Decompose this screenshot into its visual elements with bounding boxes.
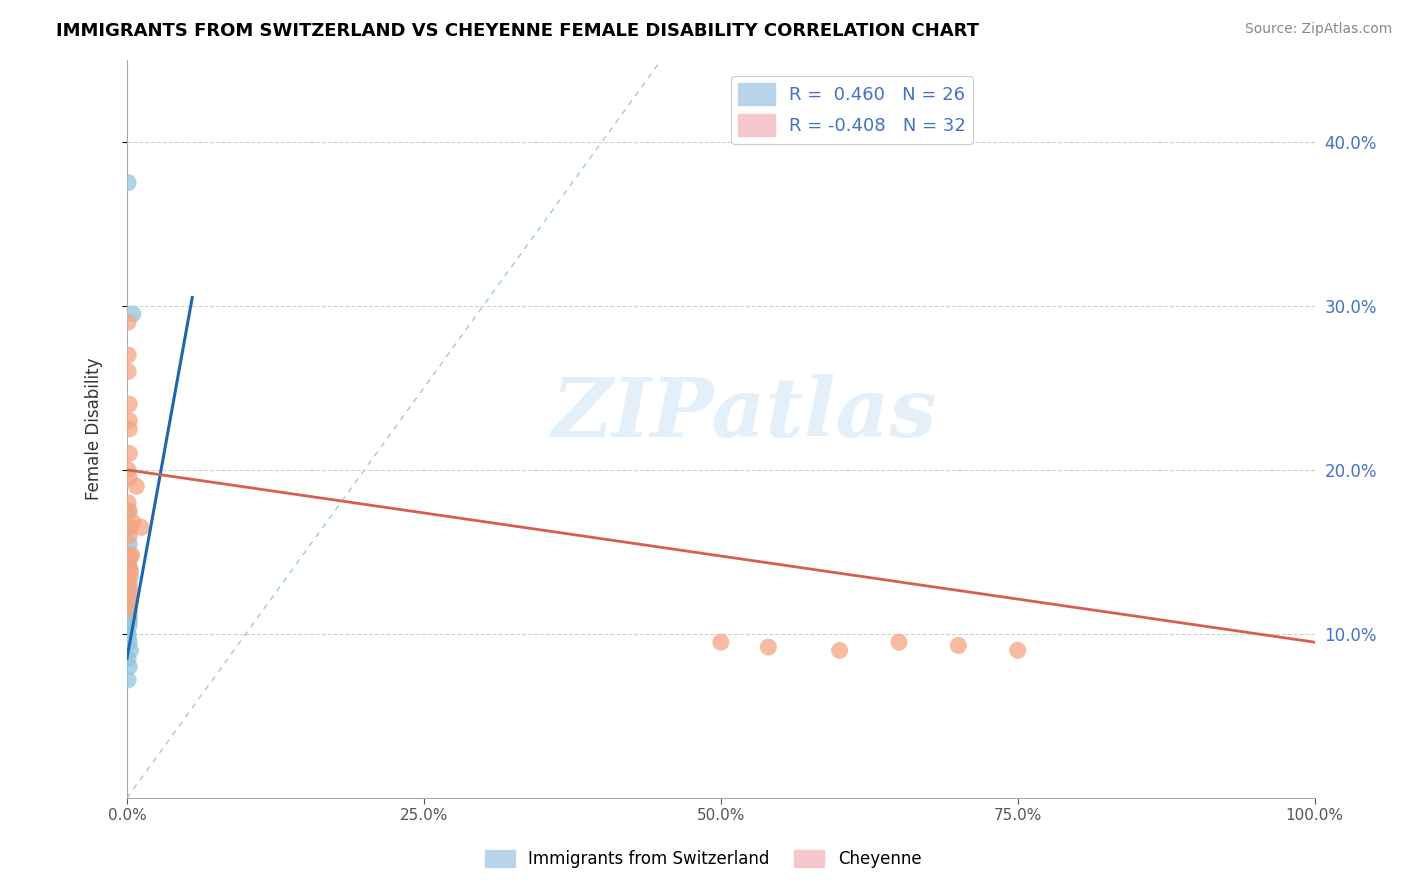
Point bbox=[117, 630, 139, 644]
Point bbox=[118, 614, 141, 628]
Point bbox=[120, 569, 142, 583]
Point bbox=[118, 537, 141, 551]
Point bbox=[117, 673, 139, 687]
Point bbox=[117, 606, 139, 620]
Point bbox=[118, 471, 141, 485]
Text: Source: ZipAtlas.com: Source: ZipAtlas.com bbox=[1244, 22, 1392, 37]
Text: IMMIGRANTS FROM SWITZERLAND VS CHEYENNE FEMALE DISABILITY CORRELATION CHART: IMMIGRANTS FROM SWITZERLAND VS CHEYENNE … bbox=[56, 22, 979, 40]
Point bbox=[117, 315, 139, 329]
Point bbox=[121, 586, 143, 600]
Point bbox=[828, 643, 851, 657]
Point bbox=[118, 635, 141, 649]
Text: ZIPatlas: ZIPatlas bbox=[551, 374, 938, 454]
Point bbox=[129, 520, 152, 534]
Point bbox=[118, 504, 141, 518]
Point bbox=[756, 640, 779, 654]
Point bbox=[117, 557, 139, 571]
Point bbox=[118, 422, 141, 436]
Point bbox=[118, 414, 141, 428]
Point bbox=[117, 496, 139, 510]
Point bbox=[118, 586, 141, 600]
Point bbox=[118, 607, 141, 622]
Point bbox=[118, 446, 141, 460]
Point bbox=[121, 516, 143, 530]
Point bbox=[117, 594, 139, 608]
Point bbox=[117, 627, 139, 641]
Point bbox=[117, 651, 139, 665]
Point bbox=[120, 565, 142, 579]
Point bbox=[117, 364, 139, 378]
Point bbox=[887, 635, 910, 649]
Point bbox=[117, 614, 139, 628]
Point bbox=[710, 635, 733, 649]
Y-axis label: Female Disability: Female Disability bbox=[86, 358, 103, 500]
Point bbox=[118, 660, 141, 674]
Point bbox=[1007, 643, 1029, 657]
Point bbox=[121, 307, 143, 321]
Point bbox=[117, 520, 139, 534]
Point bbox=[118, 528, 141, 542]
Point bbox=[117, 176, 139, 190]
Point bbox=[118, 602, 141, 616]
Point bbox=[120, 520, 142, 534]
Point bbox=[117, 602, 139, 616]
Point bbox=[125, 479, 148, 493]
Point bbox=[117, 578, 139, 592]
Point bbox=[118, 397, 141, 411]
Point bbox=[121, 548, 143, 562]
Legend: Immigrants from Switzerland, Cheyenne: Immigrants from Switzerland, Cheyenne bbox=[478, 843, 928, 875]
Point bbox=[118, 598, 141, 612]
Point bbox=[120, 643, 142, 657]
Point bbox=[117, 573, 139, 587]
Legend: R =  0.460   N = 26, R = -0.408   N = 32: R = 0.460 N = 26, R = -0.408 N = 32 bbox=[731, 76, 973, 144]
Point bbox=[118, 610, 141, 624]
Point bbox=[117, 348, 139, 362]
Point bbox=[120, 594, 142, 608]
Point bbox=[948, 639, 970, 653]
Point bbox=[118, 561, 141, 575]
Point bbox=[120, 548, 142, 562]
Point bbox=[117, 463, 139, 477]
Point bbox=[118, 578, 141, 592]
Point bbox=[118, 619, 141, 633]
Point bbox=[118, 553, 141, 567]
Point bbox=[117, 504, 139, 518]
Point bbox=[118, 561, 141, 575]
